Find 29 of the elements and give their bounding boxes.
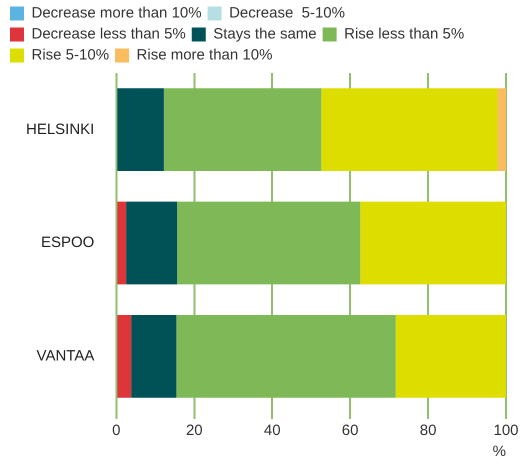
x-tick-label: 0 <box>112 422 121 440</box>
bar <box>177 202 360 284</box>
x-tick-label: 80 <box>420 422 436 440</box>
x-tick-label: 20 <box>186 422 203 440</box>
y-tick-label: HELSINKI <box>26 120 94 138</box>
bar <box>396 314 506 398</box>
y-tick-label: ESPOO <box>41 234 94 252</box>
legend-label: Rise less than 5% <box>344 26 464 43</box>
legend-label: Decrease less than 5% <box>32 26 186 43</box>
x-axis-title: % <box>492 443 506 460</box>
bar <box>126 202 178 284</box>
bar <box>321 88 498 172</box>
legend-label: Decrease more than 10% <box>32 4 202 22</box>
bar <box>117 202 126 284</box>
legend-label: Stays the same <box>213 26 317 43</box>
legend-label: Rise 5-10% <box>32 46 110 64</box>
y-tick-label: VANTAA <box>36 347 94 364</box>
legend-label: Decrease 5-10% <box>229 4 345 22</box>
bar <box>164 88 322 172</box>
x-tick-label: 40 <box>264 422 281 440</box>
bar <box>117 314 132 398</box>
bar <box>497 88 506 172</box>
bar <box>131 314 176 398</box>
x-tick-label: 100 <box>493 422 519 440</box>
bar <box>176 314 396 398</box>
bar <box>360 202 506 284</box>
x-tick-label: 60 <box>342 422 358 440</box>
bar <box>117 88 164 172</box>
legend-label: Rise more than 10% <box>136 46 272 64</box>
